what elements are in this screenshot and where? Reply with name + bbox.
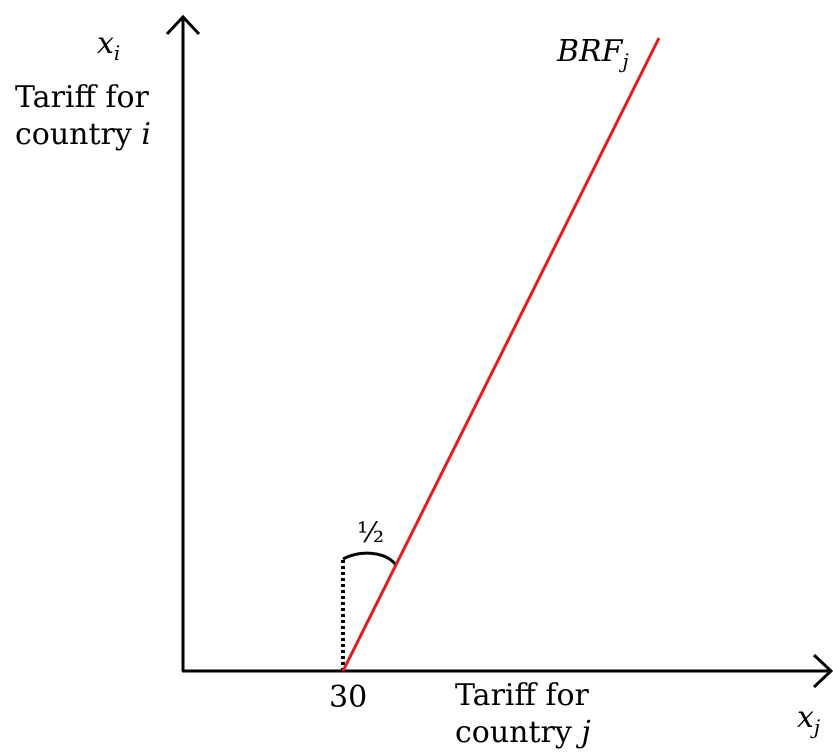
intercept-label: 30 [329,680,368,715]
y-axis-symbol-var: x [97,26,114,61]
x-axis-symbol: xj [797,700,820,745]
x-axis-symbol-sub: j [813,715,821,739]
y-axis-symbol-sub: i [113,41,121,65]
y-axis-label-line2: country i [15,117,151,153]
x-axis-symbol-var: x [797,700,814,735]
slope-angle-arc [342,551,398,567]
x-axis-label-line1: Tariff for [455,678,589,713]
x-axis-label-line2: country j [455,715,591,751]
y-axis-symbol: xi [97,26,120,71]
brf-label-name: BRF [557,34,623,69]
y-axis-label-line1: Tariff for [15,80,149,115]
x-axis-label-country: country [455,715,572,750]
y-axis-arrowhead [165,14,201,36]
brf-line [341,37,661,672]
y-axis-label-var: i [141,117,152,152]
y-axis-label-country: country [15,117,132,152]
x-axis-arrowhead [812,653,833,689]
brf-label-sub: j [622,49,629,73]
brf-label: BRFj [557,34,629,79]
slope-label: ½ [357,516,385,549]
x-axis-label-var: j [581,715,591,750]
